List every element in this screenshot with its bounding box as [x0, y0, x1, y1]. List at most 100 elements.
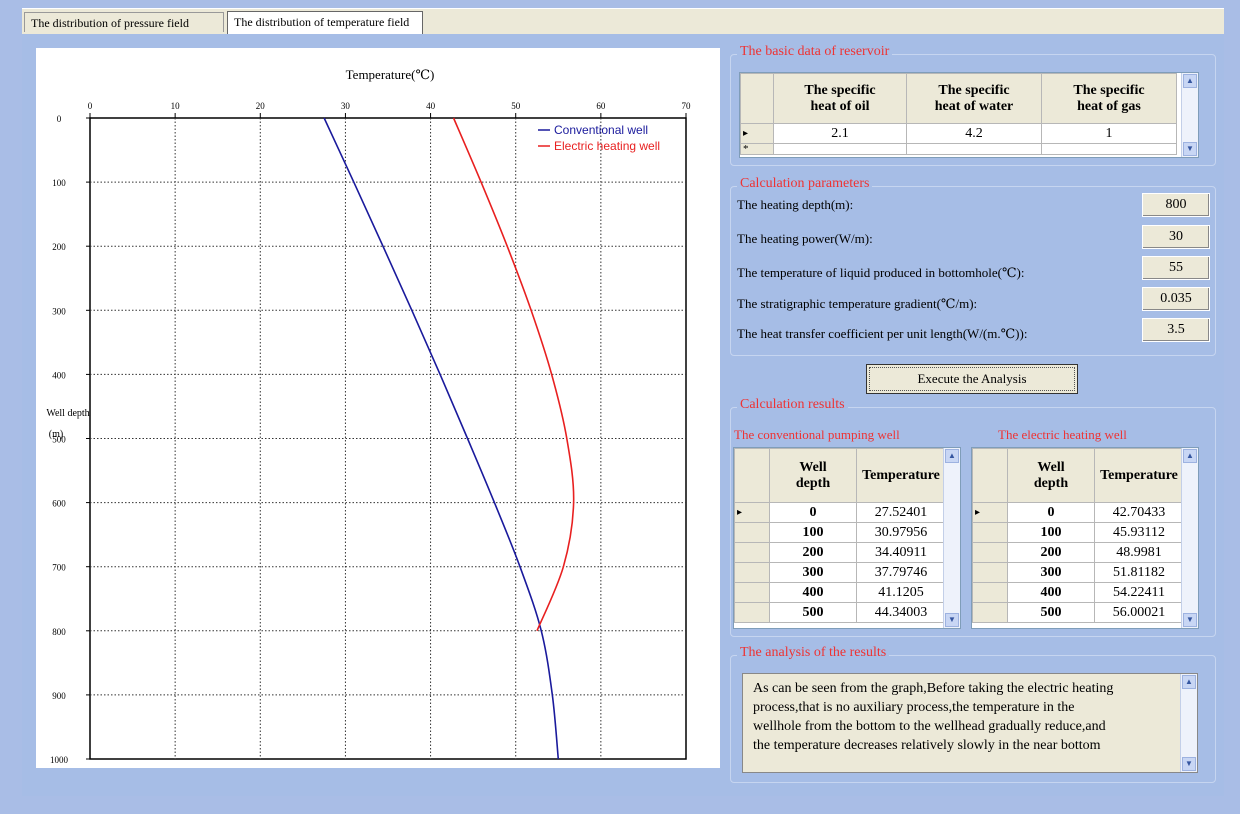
scroll-down-icon[interactable]: ▼: [1183, 613, 1197, 627]
cell-temperature[interactable]: 56.00021: [1094, 602, 1184, 623]
param-heating-depth-label: The heating depth(m):: [737, 197, 854, 212]
table-row[interactable]: ▸ 0 42.70433: [972, 502, 1184, 523]
cell-well-depth[interactable]: 400: [1007, 582, 1095, 603]
header-temperature: Temperature: [1094, 448, 1184, 503]
electric-results-grid[interactable]: Well depth Temperature ▸ 0 42.70433 100 45.93…: [971, 447, 1199, 629]
tab-bar: The distribution of pressure field The d…: [22, 8, 1224, 35]
conventional-results-grid[interactable]: Well depth Temperature ▸ 0 27.52401 100 30.97…: [733, 447, 961, 629]
y-tick-label: 800: [52, 627, 66, 637]
basic-data-grid[interactable]: The specific heat of oil The specific heat…: [739, 72, 1199, 158]
table-row[interactable]: 400 41.1205: [734, 582, 946, 603]
table-row[interactable]: 200 34.40911: [734, 542, 946, 563]
tab-pressure-field[interactable]: The distribution of pressure field: [24, 12, 224, 32]
x-tick-label: 20: [256, 101, 265, 111]
cell-well-depth[interactable]: 0: [1007, 502, 1095, 523]
analysis-textarea[interactable]: As can be seen from the graph,Before tak…: [742, 673, 1198, 773]
cell-well-depth[interactable]: 0: [769, 502, 857, 523]
new-row-cell[interactable]: [1041, 143, 1177, 155]
cell-temperature[interactable]: 34.40911: [856, 542, 946, 563]
x-tick-label: 40: [426, 101, 436, 111]
calc-results-title: Calculation results: [737, 397, 848, 413]
y-axis-label-line1: Well depth: [46, 408, 89, 419]
scroll-up-icon[interactable]: ▲: [1183, 74, 1197, 88]
table-row[interactable]: 300 37.79746: [734, 562, 946, 583]
y-tick-label: 400: [52, 370, 66, 380]
new-row-cell[interactable]: [906, 143, 1042, 155]
conventional-results-scrollbar[interactable]: ▲ ▼: [943, 448, 960, 628]
param-temp-gradient-label: The stratigraphic temperature gradient(℃…: [737, 296, 978, 311]
cell-temperature[interactable]: 51.81182: [1094, 562, 1184, 583]
header-heat-of-oil: The specific heat of oil: [773, 73, 907, 124]
y-tick-label: 0: [57, 114, 62, 124]
row-header: [734, 522, 770, 543]
cell-temperature[interactable]: 48.9981: [1094, 542, 1184, 563]
execute-analysis-button[interactable]: Execute the Analysis: [866, 364, 1078, 394]
cell-temperature[interactable]: 42.70433: [1094, 502, 1184, 523]
cell-temperature[interactable]: 44.34003: [856, 602, 946, 623]
cell-temperature[interactable]: 37.79746: [856, 562, 946, 583]
electric-well-title: The electric heating well: [998, 427, 1127, 442]
cell-well-depth[interactable]: 500: [1007, 602, 1095, 623]
cell-heat-of-oil[interactable]: 2.1: [773, 123, 907, 144]
scroll-down-icon[interactable]: ▼: [945, 613, 959, 627]
table-row[interactable]: 200 48.9981: [972, 542, 1184, 563]
cell-temperature[interactable]: 30.97956: [856, 522, 946, 543]
cell-well-depth[interactable]: 200: [769, 542, 857, 563]
scroll-up-icon[interactable]: ▲: [1182, 675, 1196, 689]
cell-temperature[interactable]: 27.52401: [856, 502, 946, 523]
param-temp-gradient-input[interactable]: 0.035: [1142, 287, 1210, 311]
header-heat-of-gas: The specific heat of gas: [1041, 73, 1177, 124]
cell-heat-of-gas[interactable]: 1: [1041, 123, 1177, 144]
param-heat-transfer-input[interactable]: 3.5: [1142, 318, 1210, 342]
chart-title: Temperature(℃): [346, 67, 435, 82]
y-tick-label: 700: [52, 563, 66, 573]
table-row[interactable]: 300 51.81182: [972, 562, 1184, 583]
cell-temperature[interactable]: 41.1205: [856, 582, 946, 603]
table-row[interactable]: 100 45.93112: [972, 522, 1184, 543]
tab-temperature-field[interactable]: The distribution of temperature field: [227, 11, 423, 34]
chart-svg: Temperature(℃) Well depth (m) 0 10 20 30 40 5…: [46, 67, 692, 765]
scroll-down-icon[interactable]: ▼: [1183, 142, 1197, 156]
table-row[interactable]: 400 54.22411: [972, 582, 1184, 603]
scroll-up-icon[interactable]: ▲: [1183, 449, 1197, 463]
calc-params-group: Calculation parameters: [730, 176, 1216, 356]
param-bottomhole-temp-label: The temperature of liquid produced in bo…: [737, 265, 1025, 280]
scroll-down-icon[interactable]: ▼: [1182, 757, 1196, 771]
analysis-text: As can be seen from the graph,Before tak…: [753, 681, 1114, 753]
cell-well-depth[interactable]: 100: [769, 522, 857, 543]
header-temperature: Temperature: [856, 448, 946, 503]
temperature-chart: Temperature(℃) Well depth (m) 0 10 20 30 40 5…: [36, 48, 720, 768]
basic-data-scrollbar[interactable]: ▲ ▼: [1181, 73, 1198, 157]
param-heating-power-input[interactable]: 30: [1142, 225, 1210, 249]
cell-well-depth[interactable]: 300: [769, 562, 857, 583]
cell-well-depth[interactable]: 200: [1007, 542, 1095, 563]
grid-corner: [740, 73, 774, 124]
table-row[interactable]: 500 56.00021: [972, 602, 1184, 623]
table-row[interactable]: 500 44.34003: [734, 602, 946, 623]
param-bottomhole-temp-input[interactable]: 55: [1142, 256, 1210, 280]
cell-temperature[interactable]: 45.93112: [1094, 522, 1184, 543]
legend-label: Conventional well: [554, 123, 648, 137]
grid-corner: [734, 448, 770, 503]
cell-well-depth[interactable]: 500: [769, 602, 857, 623]
param-heating-power-label: The heating power(W/m):: [737, 231, 873, 246]
cell-well-depth[interactable]: 300: [1007, 562, 1095, 583]
analysis-title: The analysis of the results: [737, 645, 890, 661]
table-row[interactable]: 100 30.97956: [734, 522, 946, 543]
calc-results-group: Calculation results: [730, 397, 1216, 637]
param-heat-transfer-label: The heat transfer coefficient per unit l…: [737, 326, 1028, 341]
new-row-cell[interactable]: [773, 143, 907, 155]
analysis-scrollbar[interactable]: ▲ ▼: [1180, 674, 1197, 772]
cell-heat-of-water[interactable]: 4.2: [906, 123, 1042, 144]
param-heating-depth-input[interactable]: 800: [1142, 193, 1210, 217]
y-tick-label: 600: [52, 499, 66, 509]
electric-results-scrollbar[interactable]: ▲ ▼: [1181, 448, 1198, 628]
cell-well-depth[interactable]: 100: [1007, 522, 1095, 543]
cell-well-depth[interactable]: 400: [769, 582, 857, 603]
x-tick-label: 70: [682, 101, 692, 111]
scroll-up-icon[interactable]: ▲: [945, 449, 959, 463]
calc-params-title: Calculation parameters: [737, 176, 873, 192]
cell-temperature[interactable]: 54.22411: [1094, 582, 1184, 603]
table-row[interactable]: ▸ 0 27.52401: [734, 502, 946, 523]
row-header: [972, 522, 1008, 543]
